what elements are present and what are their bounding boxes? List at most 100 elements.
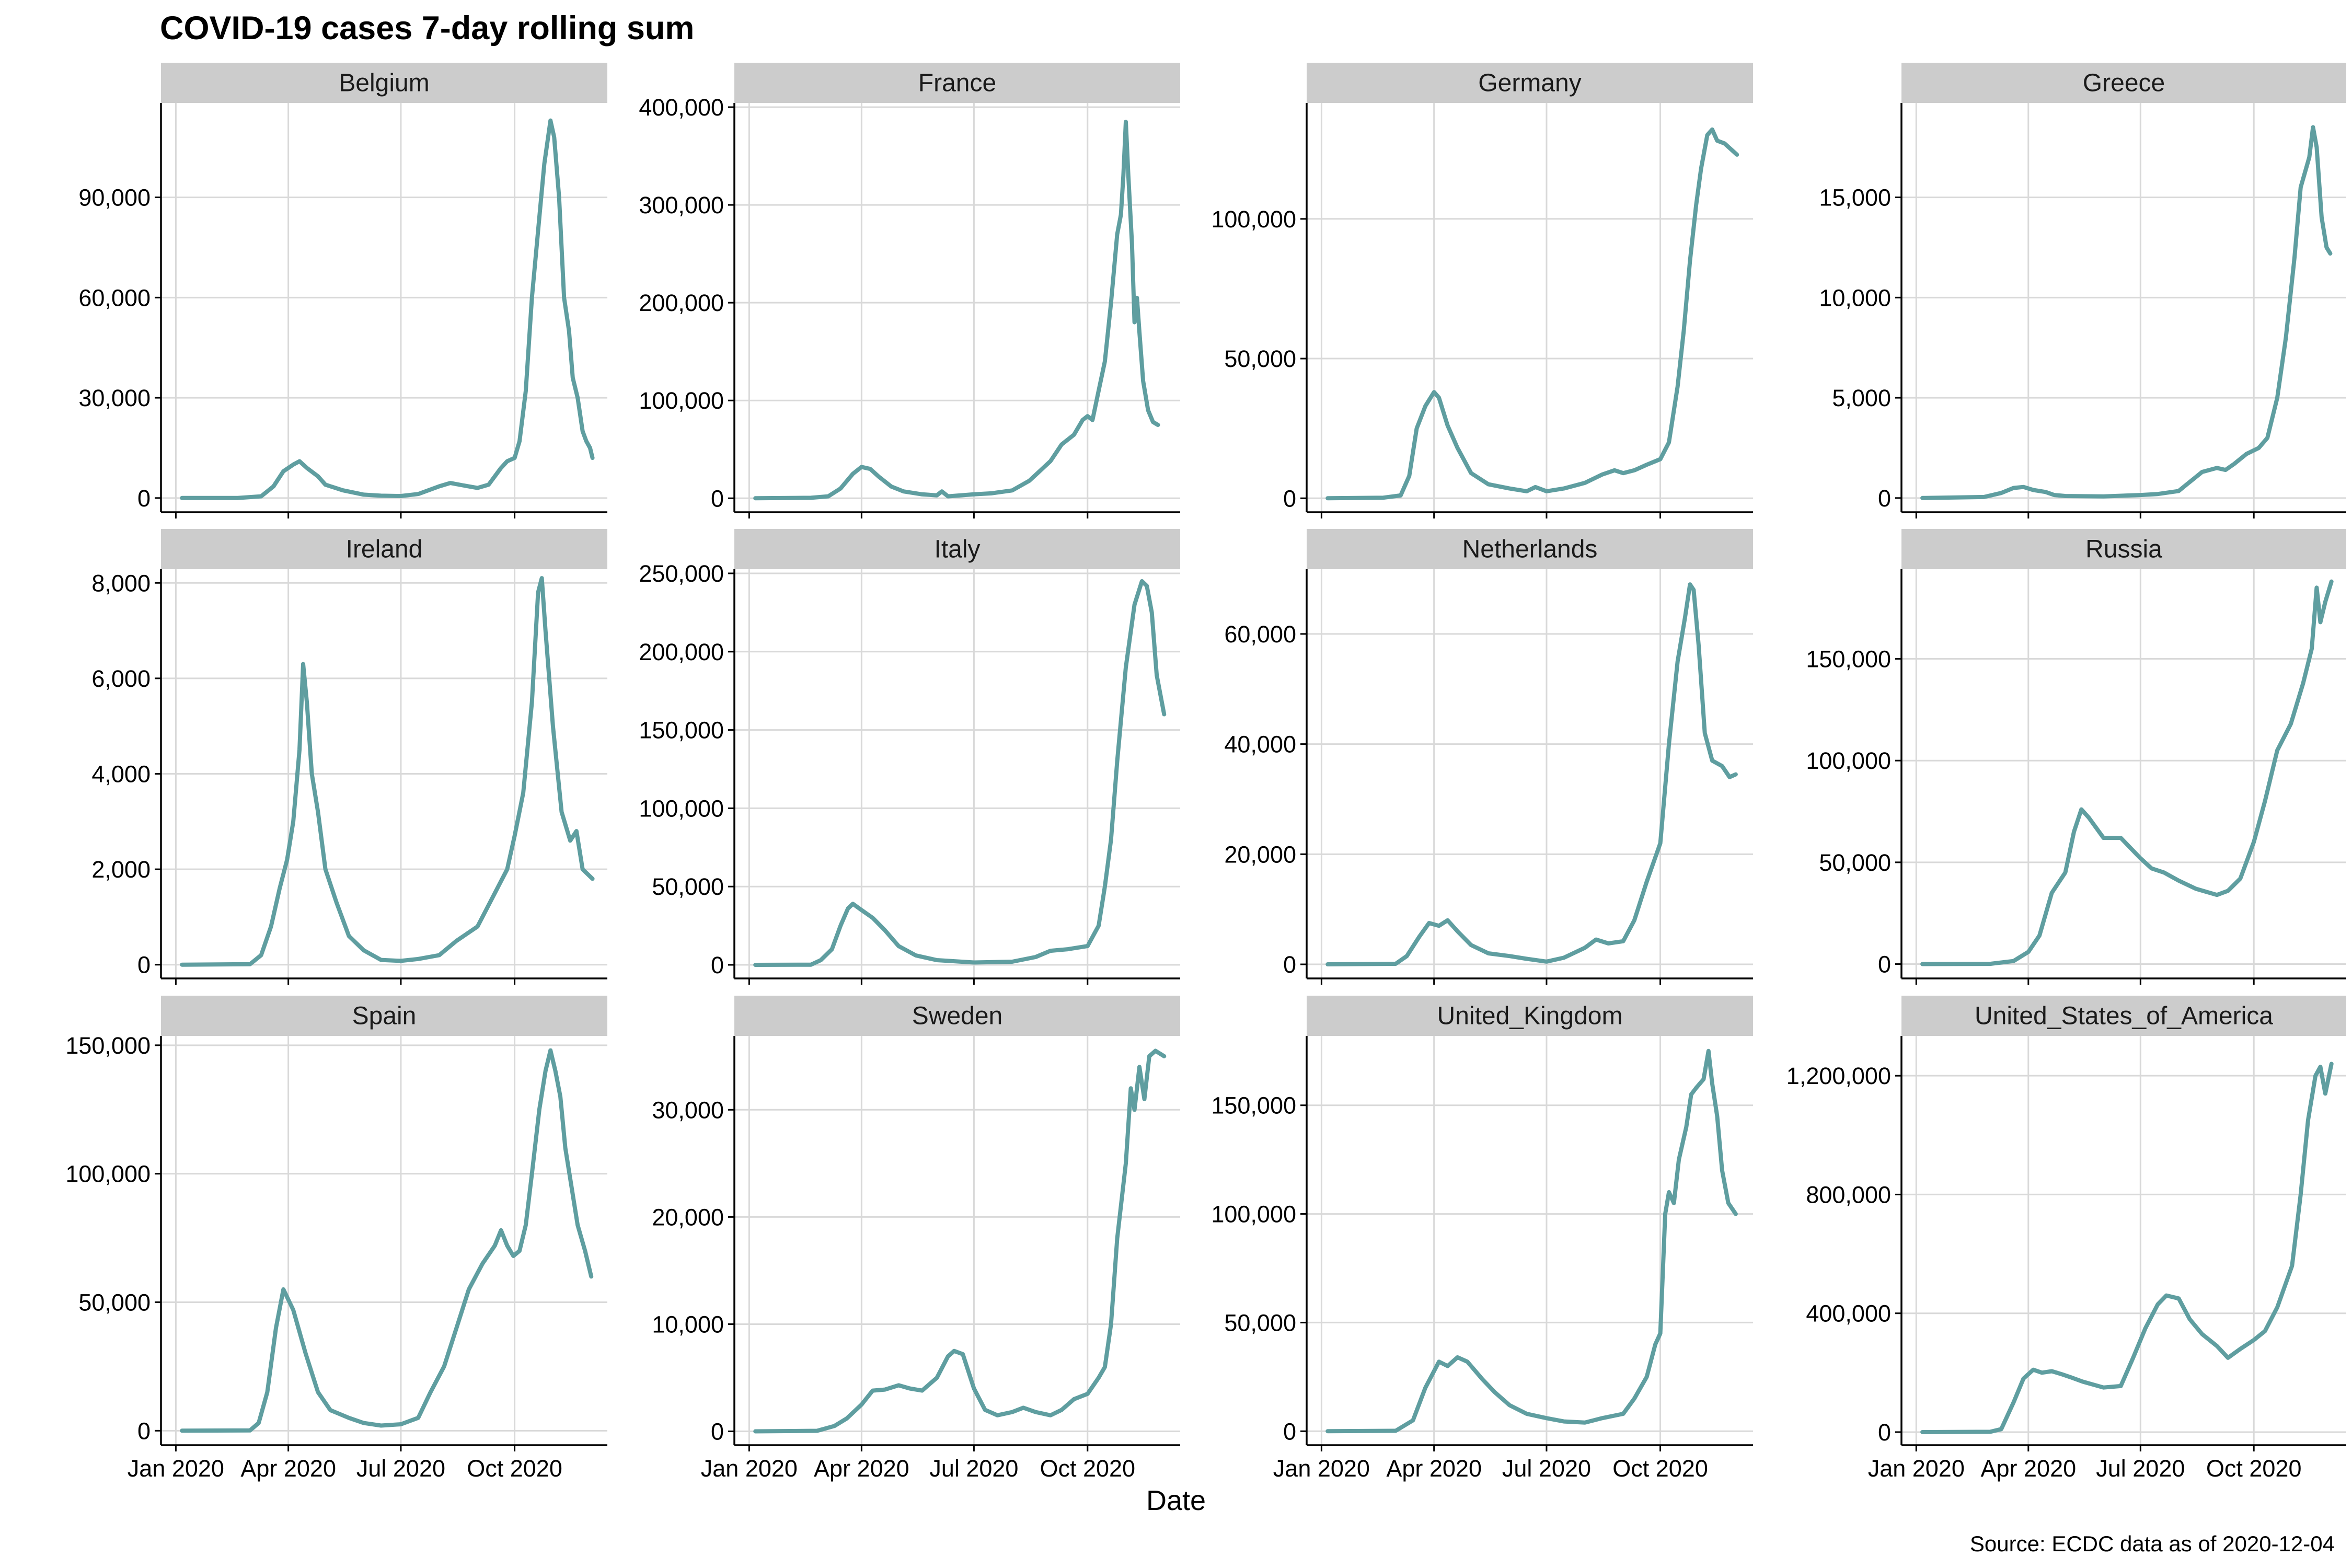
series-line-france (753, 120, 1160, 501)
y-tick-label: 0 (137, 485, 151, 512)
facet-panel-netherlands: Netherlands 0 20,000 40,000 60,000 (1224, 529, 1753, 985)
facet-label: Ireland (346, 536, 423, 563)
y-tick-label: 100,000 (1211, 1201, 1296, 1228)
facet-strip (734, 529, 1180, 569)
y-tick-label: 50,000 (1819, 849, 1891, 876)
x-tick-label: Jan 2020 (1868, 1455, 1965, 1482)
facet-strip (1901, 996, 2346, 1036)
facet-panel-belgium: Belgium 0 30,000 60,000 90,000 (78, 63, 607, 518)
series-line-sweden (753, 1048, 1167, 1434)
facet-panel-germany: Germany 0 50,000 100,000 (1211, 63, 1753, 518)
source-caption: Source: ECDC data as of 2020-12-04 (1969, 1531, 2335, 1556)
y-tick-label: 50,000 (1224, 345, 1296, 372)
x-tick-label: Apr 2020 (240, 1455, 336, 1482)
facet-panel-greece: Greece 0 5,000 10,000 15,000 (1819, 63, 2346, 518)
x-tick-label: Jan 2020 (701, 1455, 798, 1482)
facet-strip (161, 529, 607, 569)
series-line-united-states-of-america (1920, 1062, 2334, 1434)
y-tick-label: 250,000 (639, 560, 724, 587)
x-tick-label: Apr 2020 (1980, 1455, 2076, 1482)
y-tick-label: 0 (1878, 485, 1891, 512)
facet-panel-ireland: Ireland 0 2,000 4,000 6,000 8,000 (91, 529, 607, 985)
y-tick-label: 1,200,000 (1786, 1063, 1891, 1089)
x-axis-title: Date (1146, 1485, 1206, 1516)
y-tick-label: 0 (1878, 1419, 1891, 1446)
x-tick-label: Jul 2020 (1502, 1455, 1591, 1482)
x-tick-label: Jul 2020 (929, 1455, 1018, 1482)
facet-panel-spain: Spain 0 50,000 100,000 150,000 Jan 2020 Apr 20… (65, 996, 607, 1482)
y-tick-label: 100,000 (1806, 747, 1891, 774)
y-tick-label: 800,000 (1806, 1181, 1891, 1208)
facet-label: United_States_of_America (1975, 1002, 2273, 1030)
y-tick-label: 40,000 (1224, 731, 1296, 758)
y-tick-label: 150,000 (639, 717, 724, 744)
y-tick-label: 0 (711, 485, 724, 512)
y-tick-label: 300,000 (639, 192, 724, 218)
x-tick-label: Apr 2020 (1386, 1455, 1482, 1482)
y-tick-label: 200,000 (639, 290, 724, 316)
facet-strip (1307, 63, 1753, 103)
y-tick-label: 150,000 (1211, 1092, 1296, 1119)
y-tick-label: 8,000 (91, 570, 151, 596)
y-tick-label: 0 (1283, 1418, 1296, 1445)
facet-panel-france: France 0 100,000 200,000 300,000 400,000 (639, 63, 1180, 518)
facet-panel-united-kingdom: United_Kingdom 0 50,000 100,000 150,000 Jan 2… (1211, 996, 1753, 1482)
y-tick-label: 60,000 (1224, 621, 1296, 648)
facet-label: Russia (2085, 536, 2162, 563)
x-tick-label: Jul 2020 (2096, 1455, 2185, 1482)
y-tick-label: 200,000 (639, 639, 724, 665)
series-line-netherlands (1325, 582, 1738, 966)
facet-label: France (918, 70, 996, 97)
facet-strip (1901, 529, 2346, 569)
series-line-russia (1920, 579, 2334, 966)
x-tick-label: Jul 2020 (356, 1455, 445, 1482)
y-tick-label: 10,000 (1819, 284, 1891, 311)
series-line-greece (1920, 125, 2333, 500)
facet-strip (1307, 529, 1753, 569)
facet-strip (1901, 63, 2346, 103)
x-tick-label: Oct 2020 (467, 1455, 562, 1482)
y-tick-label: 50,000 (78, 1289, 151, 1316)
facet-label: United_Kingdom (1437, 1002, 1623, 1030)
y-tick-label: 0 (137, 952, 151, 978)
y-tick-label: 90,000 (78, 185, 151, 211)
series-line-spain (180, 1048, 594, 1433)
y-tick-label: 0 (1283, 485, 1296, 512)
facet-label: Belgium (339, 70, 429, 97)
y-tick-label: 100,000 (1211, 206, 1296, 233)
facet-panel-russia: Russia 0 50,000 100,000 150,000 (1806, 529, 2346, 985)
y-tick-label: 2,000 (91, 856, 151, 883)
facet-panel-sweden: Sweden 0 10,000 20,000 30,000 Jan 2020 Apr 202… (652, 996, 1180, 1482)
x-tick-label: Jan 2020 (1273, 1455, 1370, 1482)
y-tick-label: 15,000 (1819, 185, 1891, 211)
facet-panel-united-states-of-america: United_States_of_America 0 400,000 800,000 1… (1786, 996, 2346, 1482)
facet-panel-italy: Italy 0 50,000 100,000 150,000 200,000 250,000 (639, 529, 1180, 985)
y-tick-label: 100,000 (65, 1161, 151, 1187)
x-tick-label: Oct 2020 (1040, 1455, 1135, 1482)
y-tick-label: 0 (1878, 951, 1891, 978)
y-tick-label: 0 (711, 952, 724, 978)
facet-strip (734, 63, 1180, 103)
facet-label: Italy (934, 536, 980, 563)
y-tick-label: 20,000 (1224, 841, 1296, 868)
x-tick-label: Oct 2020 (1612, 1455, 1708, 1482)
y-tick-label: 4,000 (91, 761, 151, 788)
facet-label: Sweden (912, 1002, 1002, 1030)
facet-label: Germany (1478, 70, 1581, 97)
y-tick-label: 30,000 (78, 385, 151, 411)
series-line-united-kingdom (1325, 1048, 1738, 1434)
facet-strip (161, 63, 607, 103)
y-tick-label: 100,000 (639, 387, 724, 414)
facet-strip (1307, 996, 1753, 1036)
chart-title: COVID-19 cases 7-day rolling sum (160, 10, 695, 47)
y-tick-label: 50,000 (1224, 1309, 1296, 1336)
y-tick-label: 150,000 (1806, 646, 1891, 673)
y-tick-label: 50,000 (652, 873, 724, 900)
y-tick-label: 100,000 (639, 795, 724, 822)
x-tick-label: Jan 2020 (128, 1455, 224, 1482)
y-tick-label: 60,000 (78, 284, 151, 311)
series-line-germany (1325, 127, 1739, 501)
x-tick-label: Oct 2020 (2206, 1455, 2302, 1482)
